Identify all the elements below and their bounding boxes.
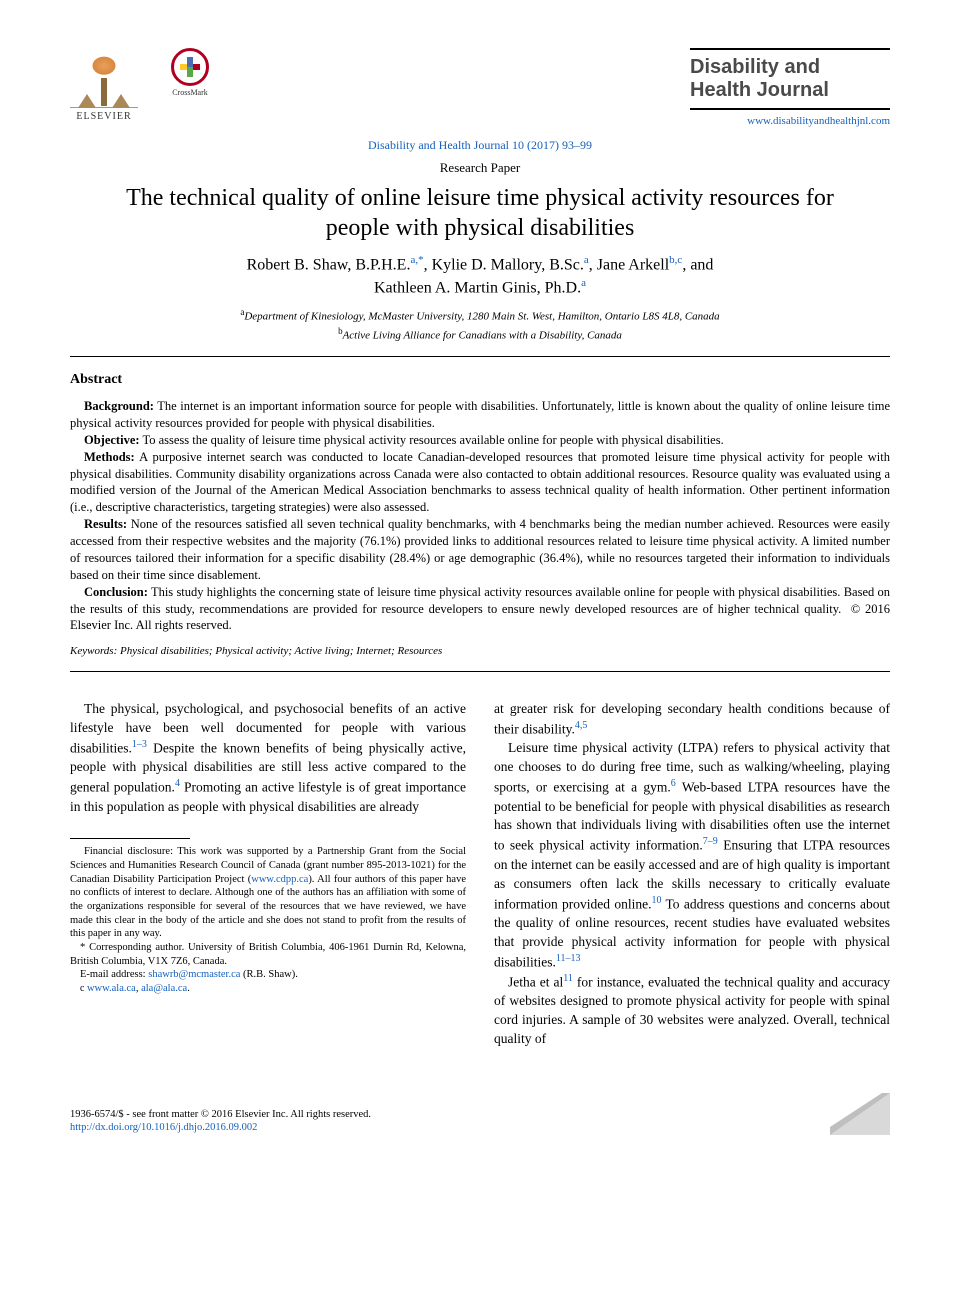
elsevier-tree-icon bbox=[70, 48, 138, 108]
footer-right bbox=[830, 1093, 890, 1135]
fn-email-label: E-mail address: bbox=[80, 969, 148, 980]
fn-ala-email-link[interactable]: ala@ala.ca bbox=[141, 983, 187, 994]
author-3-name: , Jane Arkell bbox=[589, 256, 669, 273]
elsevier-logo[interactable]: ELSEVIER bbox=[70, 48, 138, 126]
body-c2-p1-a: at greater risk for developing secondary… bbox=[494, 701, 890, 736]
footer-doi-link[interactable]: http://dx.doi.org/10.1016/j.dhjo.2016.09… bbox=[70, 1122, 257, 1133]
author-3-aff[interactable]: b,c bbox=[669, 254, 682, 266]
abs-conclusion-text: This study highlights the concerning sta… bbox=[70, 585, 890, 616]
body-p3: Jetha et al11 for instance, evaluated th… bbox=[494, 972, 890, 1049]
abs-conclusion-label: Conclusion: bbox=[84, 585, 148, 599]
fn-c-period: . bbox=[187, 983, 190, 994]
fn-corresponding: * Corresponding author. University of Br… bbox=[70, 941, 466, 968]
ref-10[interactable]: 10 bbox=[651, 895, 661, 906]
ref-4-5[interactable]: 4,5 bbox=[575, 720, 588, 731]
journal-name-line2: Health Journal bbox=[690, 79, 829, 101]
article-title: The technical quality of online leisure … bbox=[100, 183, 860, 243]
ref-7-9[interactable]: 7–9 bbox=[703, 836, 718, 847]
abs-results-text: None of the resources satisfied all seve… bbox=[70, 517, 890, 582]
abs-objective-label: Objective: bbox=[84, 433, 140, 447]
rule-below-keywords bbox=[70, 671, 890, 672]
fn-disclosure: Financial disclosure: This work was supp… bbox=[70, 845, 466, 940]
footer-left: 1936-6574/$ - see front matter © 2016 El… bbox=[70, 1108, 371, 1135]
author-4-aff[interactable]: a bbox=[581, 277, 586, 289]
abstract-block: Background: The internet is an important… bbox=[70, 398, 890, 634]
journal-name: Disability and Health Journal bbox=[690, 56, 890, 102]
footnote-separator bbox=[70, 838, 190, 839]
crossmark-label: CrossMark bbox=[168, 88, 212, 99]
body-p1: The physical, psychological, and psychos… bbox=[70, 700, 466, 816]
author-4-name: Kathleen A. Martin Ginis, Ph.D. bbox=[374, 280, 581, 297]
fn-c-label: c bbox=[80, 983, 87, 994]
affiliations: aDepartment of Kinesiology, McMaster Uni… bbox=[70, 306, 890, 344]
article-type: Research Paper bbox=[70, 159, 890, 177]
affil-b: Active Living Alliance for Canadians wit… bbox=[343, 330, 622, 342]
journal-masthead: Disability and Health Journal www.disabi… bbox=[690, 48, 890, 129]
rule-above-abstract bbox=[70, 356, 890, 357]
authors-list: Robert B. Shaw, B.P.H.E.a,*, Kylie D. Ma… bbox=[70, 253, 890, 300]
elsevier-logo-label: ELSEVIER bbox=[70, 110, 138, 124]
column-right: at greater risk for developing secondary… bbox=[494, 700, 890, 1049]
citation-line[interactable]: Disability and Health Journal 10 (2017) … bbox=[70, 137, 890, 153]
ref-11-13[interactable]: 11–13 bbox=[556, 953, 581, 964]
ref-11[interactable]: 11 bbox=[563, 973, 573, 984]
body-columns: The physical, psychological, and psychos… bbox=[70, 700, 890, 1049]
body-p2: Leisure time physical activity (LTPA) re… bbox=[494, 739, 890, 972]
authors-and: , and bbox=[682, 256, 713, 273]
crossmark-icon bbox=[171, 48, 209, 86]
abs-methods-label: Methods: bbox=[84, 450, 135, 464]
abstract-heading: Abstract bbox=[70, 371, 890, 390]
page-curl-icon bbox=[830, 1093, 890, 1135]
author-2-name: , Kylie D. Mallory, B.Sc. bbox=[424, 256, 584, 273]
keywords-list: Physical disabilities; Physical activity… bbox=[120, 645, 442, 657]
body-c2-p3-a: Jetha et al bbox=[508, 975, 563, 990]
body-p1-cont: at greater risk for developing secondary… bbox=[494, 700, 890, 739]
fn-email-line: E-mail address: shawrb@mcmaster.ca (R.B.… bbox=[70, 968, 466, 982]
footer-issn: 1936-6574/$ - see front matter © 2016 El… bbox=[70, 1108, 371, 1122]
abs-background-text: The internet is an important information… bbox=[70, 399, 890, 430]
keywords-line: Keywords: Physical disabilities; Physica… bbox=[70, 644, 890, 659]
abs-results-label: Results: bbox=[84, 517, 127, 531]
page-footer: 1936-6574/$ - see front matter © 2016 El… bbox=[0, 1093, 960, 1155]
author-1-name: Robert B. Shaw, B.P.H.E. bbox=[247, 256, 411, 273]
abs-background-label: Background: bbox=[84, 399, 154, 413]
affil-a: Department of Kinesiology, McMaster Univ… bbox=[244, 311, 719, 323]
fn-email-link[interactable]: shawrb@mcmaster.ca bbox=[148, 969, 240, 980]
abs-methods-text: A purposive internet search was conducte… bbox=[70, 450, 890, 515]
fn-ala-link[interactable]: www.ala.ca bbox=[87, 983, 136, 994]
header-row: ELSEVIER CrossMark Disability and Health… bbox=[70, 48, 890, 129]
column-left: The physical, psychological, and psychos… bbox=[70, 700, 466, 1049]
keywords-label: Keywords: bbox=[70, 645, 117, 657]
fn-affil-c-line: c www.ala.ca, ala@ala.ca. bbox=[70, 982, 466, 996]
abs-objective-text: To assess the quality of leisure time ph… bbox=[142, 433, 723, 447]
fn-cdpp-link[interactable]: www.cdpp.ca bbox=[251, 874, 308, 885]
fn-email-tail: (R.B. Shaw). bbox=[240, 969, 297, 980]
footnotes: Financial disclosure: This work was supp… bbox=[70, 845, 466, 995]
journal-name-line1: Disability and bbox=[690, 56, 820, 78]
header-left: ELSEVIER CrossMark bbox=[70, 48, 212, 126]
author-1-aff[interactable]: a, bbox=[410, 254, 418, 266]
ref-1-3[interactable]: 1–3 bbox=[132, 739, 147, 750]
journal-url-link[interactable]: www.disabilityandhealthjnl.com bbox=[690, 114, 890, 129]
crossmark-badge[interactable]: CrossMark bbox=[168, 48, 212, 99]
